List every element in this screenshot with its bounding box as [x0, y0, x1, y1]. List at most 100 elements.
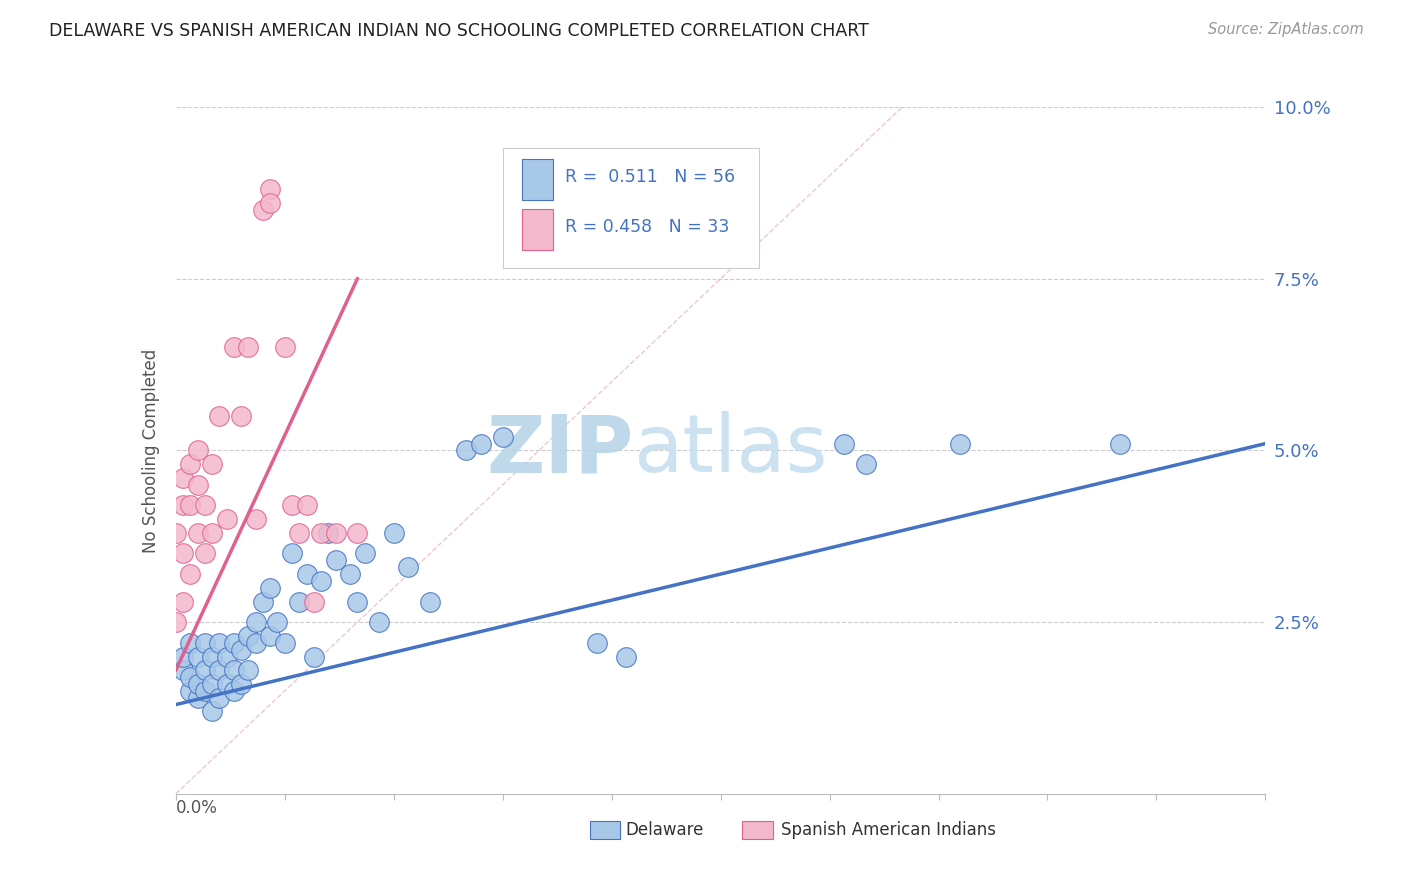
Point: [231, 409, 253, 423]
Bar: [591, 822, 620, 838]
Point: [252, 594, 274, 608]
Point: [288, 525, 311, 540]
Point: [259, 196, 281, 211]
Point: [281, 499, 304, 513]
Point: [245, 615, 267, 630]
Point: [186, 525, 209, 540]
Point: [318, 525, 340, 540]
Point: [165, 525, 187, 540]
Y-axis label: No Schooling Completed: No Schooling Completed: [142, 349, 160, 552]
Point: [259, 581, 281, 595]
Point: [949, 436, 972, 450]
Point: [419, 594, 441, 608]
Point: [245, 636, 267, 650]
Point: [325, 525, 347, 540]
Point: [194, 683, 217, 698]
Point: [1109, 436, 1132, 450]
Point: [172, 663, 194, 677]
Point: [339, 567, 361, 582]
Point: [215, 512, 238, 526]
Point: [259, 182, 281, 196]
Point: [855, 457, 877, 471]
Point: [325, 553, 347, 567]
FancyBboxPatch shape: [503, 148, 759, 268]
Point: [208, 636, 231, 650]
Point: [194, 663, 217, 677]
Text: Delaware: Delaware: [626, 822, 704, 839]
Point: [179, 499, 201, 513]
Point: [353, 546, 375, 561]
Point: [586, 636, 609, 650]
Point: [201, 677, 224, 691]
Point: [295, 499, 318, 513]
Point: [179, 683, 201, 698]
Point: [172, 594, 194, 608]
Point: [222, 663, 245, 677]
Point: [274, 340, 297, 354]
Point: [201, 649, 224, 664]
Point: [186, 443, 209, 458]
Text: 0.0%: 0.0%: [176, 798, 218, 817]
Point: [186, 478, 209, 492]
Point: [252, 202, 274, 217]
Point: [259, 629, 281, 643]
Text: DELAWARE VS SPANISH AMERICAN INDIAN NO SCHOOLING COMPLETED CORRELATION CHART: DELAWARE VS SPANISH AMERICAN INDIAN NO S…: [49, 22, 869, 40]
Point: [832, 436, 855, 450]
Bar: [742, 822, 773, 838]
Point: [201, 457, 224, 471]
Point: [456, 443, 478, 458]
Point: [231, 677, 253, 691]
Text: Source: ZipAtlas.com: Source: ZipAtlas.com: [1208, 22, 1364, 37]
Point: [208, 690, 231, 705]
Point: [222, 636, 245, 650]
Point: [222, 683, 245, 698]
Text: R =  0.511   N = 56: R = 0.511 N = 56: [565, 168, 735, 186]
Point: [165, 615, 187, 630]
Point: [238, 629, 260, 643]
Point: [238, 663, 260, 677]
Point: [346, 525, 368, 540]
Point: [179, 457, 201, 471]
Point: [274, 636, 297, 650]
Point: [396, 560, 419, 574]
Point: [201, 705, 224, 719]
Point: [302, 649, 325, 664]
Point: [492, 430, 515, 444]
Point: [186, 649, 209, 664]
Point: [201, 525, 224, 540]
Point: [288, 594, 311, 608]
Point: [208, 409, 231, 423]
Point: [245, 512, 267, 526]
Point: [302, 594, 325, 608]
Point: [172, 499, 194, 513]
Point: [179, 636, 201, 650]
Point: [231, 642, 253, 657]
Point: [194, 636, 217, 650]
Text: ZIP: ZIP: [486, 411, 633, 490]
Point: [281, 546, 304, 561]
Point: [208, 663, 231, 677]
Point: [238, 340, 260, 354]
Point: [172, 546, 194, 561]
Text: atlas: atlas: [633, 411, 828, 490]
Point: [309, 525, 332, 540]
Text: R = 0.458   N = 33: R = 0.458 N = 33: [565, 219, 730, 236]
Point: [215, 677, 238, 691]
Bar: [522, 159, 553, 200]
Point: [222, 340, 245, 354]
Point: [179, 670, 201, 684]
Point: [382, 525, 405, 540]
Point: [309, 574, 332, 588]
Point: [215, 649, 238, 664]
Point: [346, 594, 368, 608]
Point: [266, 615, 288, 630]
Point: [470, 436, 492, 450]
Point: [295, 567, 318, 582]
Point: [172, 471, 194, 485]
Point: [368, 615, 391, 630]
Bar: [522, 209, 553, 250]
Point: [179, 567, 201, 582]
Text: Spanish American Indians: Spanish American Indians: [780, 822, 995, 839]
Point: [194, 499, 217, 513]
Point: [614, 649, 637, 664]
